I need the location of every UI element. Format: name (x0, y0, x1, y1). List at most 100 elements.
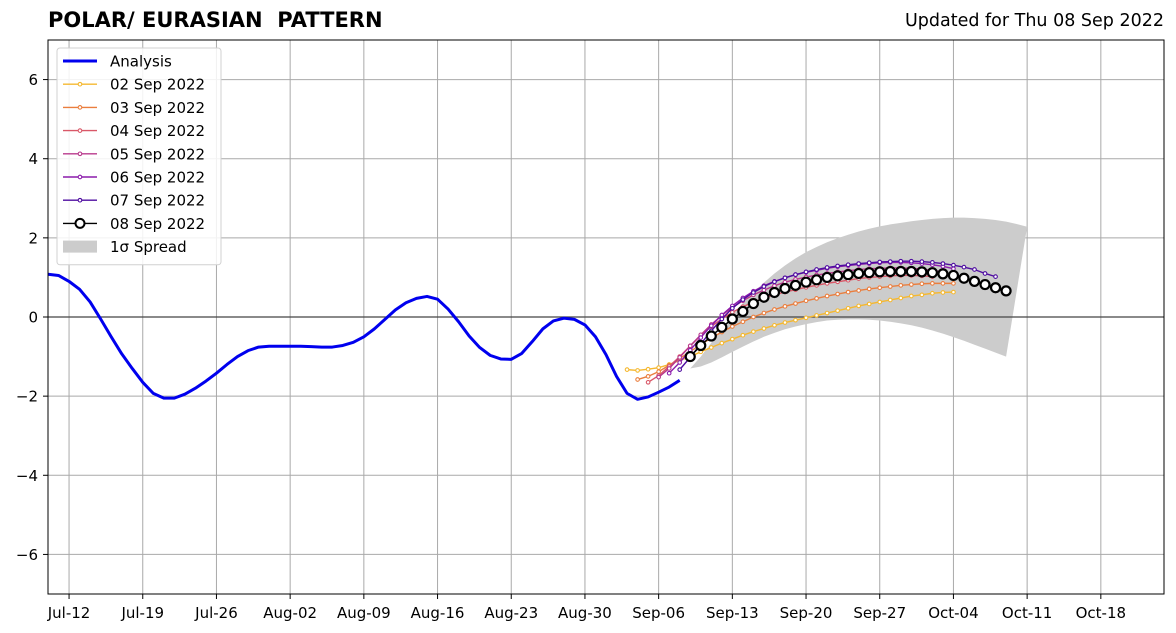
forecast-point (908, 258, 914, 264)
forecast-point (835, 291, 840, 297)
legend-swatch (63, 240, 97, 253)
forecast-point (719, 312, 725, 318)
forecast-point (958, 272, 970, 284)
forecast-point (800, 276, 812, 288)
forecast-point (751, 314, 756, 320)
forecast-point (737, 305, 749, 318)
forecast-point (877, 299, 883, 305)
legend-item: Analysis (63, 53, 172, 71)
forecast-point (898, 282, 904, 288)
x-tick-label: Oct-18 (1076, 604, 1126, 622)
forecast-point (635, 368, 640, 373)
x-tick-label: Jul-12 (47, 604, 91, 622)
forecast-point (782, 275, 788, 281)
legend-marker (77, 81, 83, 87)
forecast-point (793, 272, 798, 278)
forecast-series (684, 265, 1012, 363)
legend-label: 1σ Spread (110, 238, 187, 256)
forecast-point (803, 298, 809, 304)
chart-subtitle: Updated for Thu 08 Sep 2022 (904, 11, 1164, 31)
forecast-point (908, 293, 914, 299)
plot-frame (47, 39, 1165, 595)
forecast-point (845, 305, 851, 311)
forecast-point (708, 345, 714, 350)
forecast-point (930, 260, 935, 265)
forecast-point (698, 335, 704, 340)
forecast-point (898, 258, 904, 264)
forecast-point (947, 269, 960, 282)
y-tick-label: −2 (16, 388, 38, 406)
forecast-point (898, 295, 904, 301)
series-layer (47, 258, 1012, 401)
forecast-point (919, 259, 925, 264)
forecast-point (719, 340, 725, 346)
forecast-point (758, 291, 770, 303)
forecast-point (624, 367, 630, 372)
forecast-point (887, 297, 893, 303)
y-tick-label: 6 (28, 71, 38, 89)
forecast-point (887, 259, 893, 264)
forecast-point (656, 374, 661, 380)
y-tick-label: 0 (28, 309, 38, 327)
forecast-point (814, 313, 819, 318)
forecast-point (940, 290, 946, 295)
forecast-point (740, 297, 746, 302)
legend-item: 04 Sep 2022 (63, 122, 205, 140)
forecast-point (761, 326, 767, 331)
legend-box (56, 47, 222, 266)
forecast-point (761, 284, 767, 289)
forecast-point (979, 278, 991, 291)
forecast-point (677, 355, 683, 360)
forecast-point (832, 270, 844, 282)
chart-title: POLAR/ EURASIAN PATTERN (48, 8, 383, 32)
legend-label: 04 Sep 2022 (110, 122, 205, 140)
legend-marker (77, 128, 83, 133)
x-tick-label: Aug-02 (263, 604, 317, 622)
forecast-point (814, 267, 819, 272)
legend-item: 05 Sep 2022 (63, 145, 205, 163)
x-tick-label: Sep-27 (853, 604, 906, 622)
forecast-point (842, 269, 854, 281)
forecast-point (635, 377, 640, 382)
forecast-point (793, 301, 798, 306)
x-tick-label: Sep-13 (706, 604, 759, 622)
x-tick-label: Sep-06 (632, 604, 685, 622)
forecast-point (687, 343, 693, 349)
legend: Analysis 02 Sep 2022 03 Sep 2022 04 Sep 202… (56, 47, 222, 266)
forecast-point (708, 323, 714, 329)
forecast-point (887, 284, 893, 289)
forecast-point (972, 267, 977, 272)
forecast-line (658, 267, 944, 378)
forecast-point (645, 366, 651, 372)
legend-label: 03 Sep 2022 (110, 99, 205, 117)
x-tick-label: Aug-09 (337, 604, 391, 622)
forecast-point (951, 281, 956, 286)
x-tick-label: Aug-23 (484, 604, 538, 622)
legend-item: 08 Sep 2022 (63, 215, 205, 233)
forecast-point (919, 281, 925, 287)
forecast-point (768, 286, 781, 299)
forecast-point (895, 265, 907, 278)
forecast-point (877, 259, 883, 265)
legend-item: 03 Sep 2022 (63, 99, 205, 117)
forecast-point (705, 330, 717, 342)
forecast-point (666, 370, 672, 376)
legend-label: 05 Sep 2022 (110, 145, 205, 163)
forecast-point (719, 316, 725, 322)
forecast-point (930, 281, 935, 286)
legend-marker (77, 197, 83, 203)
y-tick-label: 2 (28, 229, 38, 247)
x-tick-label: Jul-19 (120, 604, 164, 622)
forecast-point (940, 281, 946, 286)
analysis-line (47, 272, 681, 401)
forecast-point (803, 269, 809, 275)
forecast-point (740, 332, 746, 338)
forecast-point (845, 262, 851, 268)
forecast-point (866, 260, 872, 266)
forecast-point (908, 282, 914, 287)
y-tick-label: 4 (28, 150, 38, 168)
forecast-point (856, 303, 862, 309)
forecast-point (810, 274, 823, 286)
legend-label: Analysis (110, 53, 172, 71)
forecast-point (856, 288, 862, 293)
